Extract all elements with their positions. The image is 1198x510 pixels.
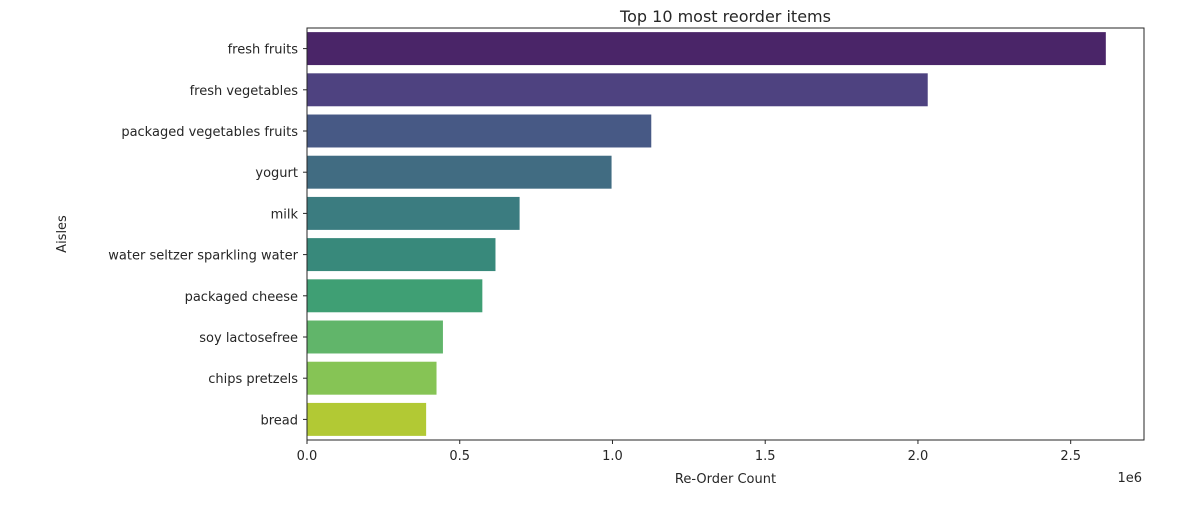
y-tick-label: bread — [260, 413, 298, 428]
x-axis-label: Re-Order Count — [675, 472, 776, 487]
x-tick-group: 0.0 0.5 1.0 1.5 2.0 2.5 — [297, 440, 1081, 464]
y-tick-label: packaged cheese — [185, 290, 298, 305]
y-tick-label: fresh vegetables — [190, 84, 299, 99]
x-tick-label: 2.0 — [908, 449, 929, 464]
x-tick-label: 1.5 — [755, 449, 776, 464]
y-axis-label: Aisles — [55, 215, 70, 253]
bar-packaged-vegetables-fruits — [307, 114, 652, 148]
bar-milk — [307, 196, 520, 230]
y-tick-group: fresh fruits fresh vegetables packaged veg… — [108, 43, 307, 428]
bar-soy-lactosefree — [307, 320, 443, 354]
x-tick-label: 1.0 — [602, 449, 623, 464]
y-tick-label: fresh fruits — [228, 43, 299, 58]
axes-frame — [306, 27, 1145, 441]
bar-yogurt — [307, 155, 612, 189]
bars-group — [307, 32, 1106, 436]
bar-water-seltzer-sparkling-water — [307, 238, 496, 272]
bar-fresh-vegetables — [307, 73, 928, 107]
x-tick-label: 0.5 — [449, 449, 470, 464]
x-offset-label: 1e6 — [1117, 471, 1142, 486]
y-tick-label: soy lactosefree — [199, 331, 298, 346]
bar-bread — [307, 402, 427, 436]
x-tick-label: 0.0 — [297, 449, 318, 464]
bar-packaged-cheese — [307, 279, 483, 313]
bar-fresh-fruits — [307, 32, 1106, 66]
y-tick-label: chips pretzels — [208, 372, 298, 387]
y-tick-label: yogurt — [255, 166, 298, 181]
bar-chips-pretzels — [307, 361, 437, 395]
y-tick-label: milk — [271, 207, 299, 222]
x-tick-label: 2.5 — [1060, 449, 1081, 464]
y-tick-label: packaged vegetables fruits — [121, 125, 298, 140]
chart-title: Top 10 most reorder items — [619, 7, 831, 26]
y-tick-label: water seltzer sparkling water — [108, 249, 298, 264]
